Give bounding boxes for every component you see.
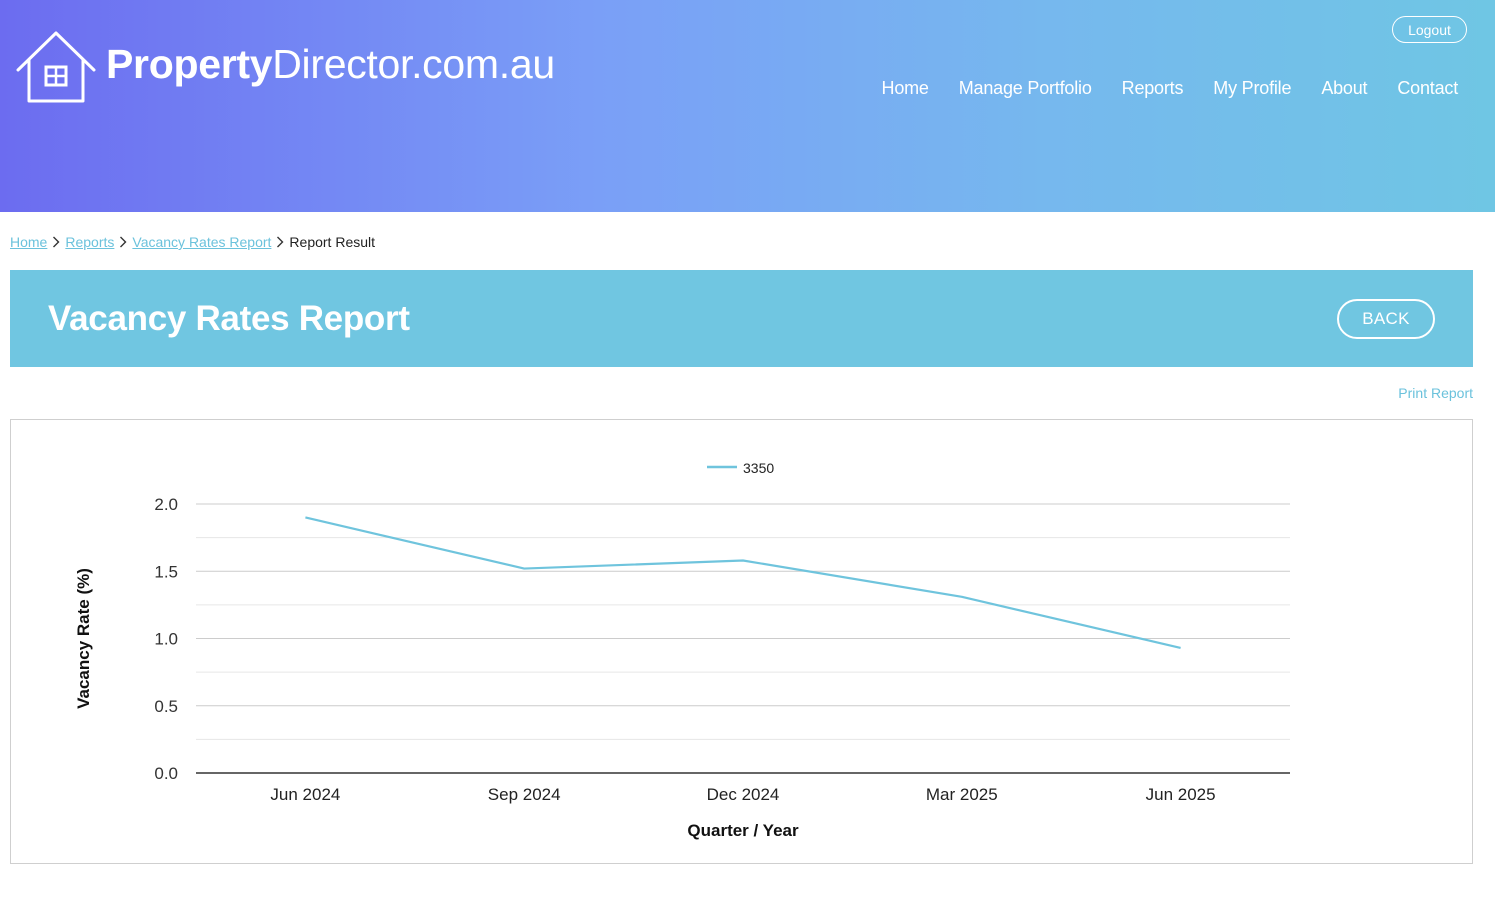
- x-tick-label: Jun 2025: [1146, 785, 1216, 804]
- x-tick-label: Jun 2024: [270, 785, 340, 804]
- logo-wordmark: PropertyDirector.com.au: [106, 40, 555, 87]
- x-axis-title: Quarter / Year: [687, 821, 799, 840]
- logout-button[interactable]: Logout: [1392, 16, 1467, 43]
- house-icon: [16, 31, 96, 103]
- breadcrumb-home[interactable]: Home: [10, 234, 48, 250]
- breadcrumb-current: Report Result: [289, 234, 376, 250]
- site-logo[interactable]: PropertyDirector.com.au: [16, 30, 555, 104]
- nav-item-manage-portfolio[interactable]: Manage Portfolio: [958, 78, 1092, 98]
- y-tick-label: 2.0: [154, 495, 178, 514]
- nav-item-my-profile[interactable]: My Profile: [1213, 78, 1292, 98]
- y-tick-label: 1.5: [154, 562, 178, 581]
- chart-container: 0.0 0.5 1.0 1.5 2.0 Jun 2024 Sep 2024 Dec 2024 M…: [10, 419, 1473, 864]
- y-tick-label: 0.0: [154, 764, 178, 783]
- nav-item-home[interactable]: Home: [881, 78, 929, 98]
- chevron-right-icon: [50, 236, 62, 248]
- vacancy-rate-chart: 0.0 0.5 1.0 1.5 2.0 Jun 2024 Sep 2024 Dec 2024 M…: [74, 460, 1290, 840]
- nav-item-about[interactable]: About: [1321, 78, 1368, 98]
- y-tick-label: 1.0: [154, 630, 178, 649]
- series-line: [305, 516, 1181, 649]
- nav-item-reports[interactable]: Reports: [1121, 78, 1184, 98]
- breadcrumb: Home Reports Vacancy Rates Report Report…: [10, 234, 375, 250]
- back-button[interactable]: BACK: [1337, 299, 1435, 339]
- x-tick-label: Mar 2025: [926, 785, 998, 804]
- main-nav: Home Manage Portfolio Reports My Profile…: [881, 78, 1459, 99]
- nav-item-contact[interactable]: Contact: [1397, 78, 1458, 98]
- page-title: Vacancy Rates Report: [48, 299, 410, 338]
- print-report-link[interactable]: Print Report: [1398, 385, 1473, 401]
- x-tick-label: Sep 2024: [488, 785, 561, 804]
- y-axis-title: Vacancy Rate (%): [74, 568, 93, 709]
- breadcrumb-reports[interactable]: Reports: [65, 234, 115, 250]
- y-tick-label: 0.5: [154, 697, 178, 716]
- site-header: PropertyDirector.com.au Logout Home Mana…: [0, 0, 1495, 212]
- chevron-right-icon: [117, 236, 129, 248]
- report-title-bar: Vacancy Rates Report BACK: [10, 270, 1473, 367]
- breadcrumb-vacancy-rates-report[interactable]: Vacancy Rates Report: [132, 234, 272, 250]
- chevron-right-icon: [274, 236, 286, 248]
- legend-label: 3350: [743, 460, 774, 476]
- x-tick-label: Dec 2024: [707, 785, 780, 804]
